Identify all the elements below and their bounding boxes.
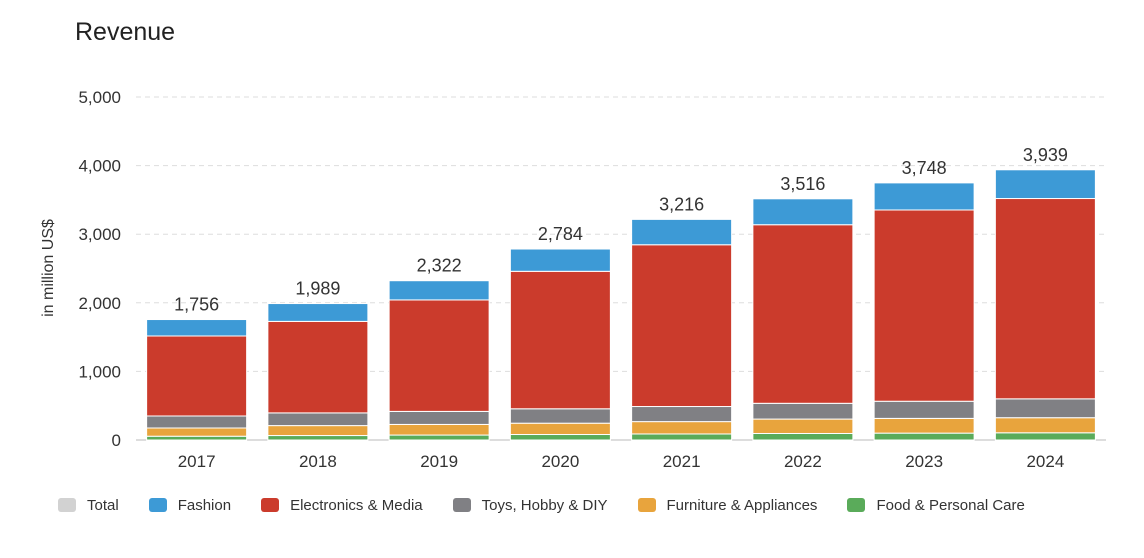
bar-segment-furniture-appliances — [388, 423, 490, 436]
bar-segment-fashion — [994, 169, 1096, 200]
legend-label: Food & Personal Care — [876, 496, 1025, 514]
x-tick-label: 2020 — [541, 452, 579, 471]
bar-stack-2021 — [631, 218, 733, 441]
x-tick-label: 2024 — [1026, 452, 1064, 471]
bar-segment-electronics-media — [388, 299, 490, 412]
legend-swatch — [452, 498, 471, 512]
legend-item-toys-hobby-diy[interactable]: Toys, Hobby & DIY — [452, 496, 608, 514]
x-tick-label: 2019 — [420, 452, 458, 471]
x-tick-label: 2018 — [299, 452, 337, 471]
bar-segment-furniture-appliances — [267, 425, 369, 437]
bar-segment-electronics-media — [146, 335, 248, 417]
bar-stack-2017 — [146, 319, 248, 441]
legend-label: Total — [87, 496, 119, 514]
bar-stack-2022 — [752, 198, 854, 441]
total-label: 1,756 — [174, 295, 219, 315]
bar-segment-electronics-media — [267, 320, 369, 414]
total-label: 2,322 — [417, 256, 462, 276]
total-label: 3,939 — [1023, 145, 1068, 165]
bar-segment-fashion — [267, 303, 369, 322]
bars: 1,756 1,989 2,322 2,784 3,216 3,516 3,748 3,939 — [146, 145, 1096, 441]
legend-item-electronics-media[interactable]: Electronics & Media — [261, 497, 423, 514]
bar-segment-fashion — [873, 182, 975, 211]
y-tick-label: 2,000 — [78, 294, 121, 313]
bar-segment-food-personal-care — [873, 432, 975, 441]
bar-segment-toys-hobby-diy — [146, 415, 248, 429]
bar-segment-fashion — [388, 280, 490, 301]
bar-stack-2018 — [267, 303, 369, 441]
bar-segment-furniture-appliances — [873, 417, 975, 434]
bar-segment-toys-hobby-diy — [509, 408, 611, 424]
y-tick-label: 0 — [112, 431, 121, 450]
legend-label: Furniture & Appliances — [666, 496, 818, 514]
bar-segment-fashion — [509, 248, 611, 272]
bar-segment-toys-hobby-diy — [994, 398, 1096, 419]
bar-segment-electronics-media — [509, 270, 611, 410]
x-axis: 2017 2018 2019 2020 2021 2022 2023 2024 — [178, 452, 1065, 471]
y-tick-label: 1,000 — [78, 362, 121, 381]
bar-segment-food-personal-care — [509, 434, 611, 441]
bar-segment-electronics-media — [631, 244, 733, 408]
legend-label: Fashion — [177, 496, 232, 514]
total-label: 2,784 — [538, 224, 583, 244]
bar-segment-furniture-appliances — [631, 421, 733, 435]
bar-segment-toys-hobby-diy — [873, 400, 975, 419]
y-axis: 0 1,000 2,000 3,000 4,000 5,000 — [78, 88, 121, 450]
revenue-chart: 0 1,000 2,000 3,000 4,000 5,000 in million US… — [40, 88, 1106, 471]
bar-segment-electronics-media — [873, 209, 975, 402]
bar-segment-food-personal-care — [388, 434, 490, 441]
bar-segment-food-personal-care — [994, 432, 1096, 441]
legend-item-total[interactable]: Total — [58, 497, 119, 514]
bar-segment-food-personal-care — [267, 435, 369, 441]
bar-segment-furniture-appliances — [509, 422, 611, 436]
y-tick-label: 3,000 — [78, 225, 121, 244]
total-label: 3,516 — [780, 174, 825, 194]
total-label: 1,989 — [295, 279, 340, 299]
bar-segment-food-personal-care — [631, 433, 733, 441]
bar-segment-food-personal-care — [752, 432, 854, 441]
legend-item-food-personal-care[interactable]: Food & Personal Care — [847, 496, 1025, 514]
total-label: 3,748 — [902, 158, 947, 178]
y-axis-title: in million US$ — [40, 219, 57, 317]
legend-swatch — [637, 498, 656, 512]
bar-stack-2024 — [994, 169, 1096, 441]
x-tick-label: 2021 — [663, 452, 701, 471]
bar-segment-electronics-media — [752, 224, 854, 404]
x-tick-label: 2017 — [178, 452, 216, 471]
total-label: 3,216 — [659, 194, 704, 214]
legend-label: Toys, Hobby & DIY — [481, 496, 608, 514]
bar-segment-fashion — [631, 218, 733, 246]
bar-segment-furniture-appliances — [994, 417, 1096, 434]
y-tick-label: 5,000 — [78, 88, 121, 107]
legend-swatch — [261, 498, 280, 512]
bar-segment-toys-hobby-diy — [752, 402, 854, 420]
chart-title: Revenue — [75, 18, 176, 46]
bar-segment-toys-hobby-diy — [631, 406, 733, 423]
legend-swatch — [847, 498, 866, 512]
bar-segment-toys-hobby-diy — [388, 410, 490, 425]
legend-label: Electronics & Media — [290, 496, 423, 514]
legend-swatch — [148, 498, 167, 512]
x-tick-label: 2023 — [905, 452, 943, 471]
bar-segment-furniture-appliances — [146, 427, 248, 437]
legend-item-furniture-appliances[interactable]: Furniture & Appliances — [637, 496, 818, 514]
bar-stack-2020 — [509, 248, 611, 441]
legend-swatch — [58, 498, 76, 512]
bar-segment-toys-hobby-diy — [267, 412, 369, 427]
bar-stack-2019 — [388, 280, 490, 441]
legend-item-fashion[interactable]: Fashion — [148, 496, 232, 514]
bar-segment-furniture-appliances — [752, 418, 854, 434]
bar-stack-2023 — [873, 182, 975, 441]
x-tick-label: 2022 — [784, 452, 822, 471]
bar-segment-food-personal-care — [146, 435, 248, 441]
bar-segment-fashion — [752, 198, 854, 226]
y-tick-label: 4,000 — [78, 157, 121, 176]
bar-segment-fashion — [146, 319, 248, 337]
legend: Total Fashion Electronics & Media Toys, Hob… — [58, 494, 1055, 516]
bar-segment-electronics-media — [994, 198, 1096, 400]
